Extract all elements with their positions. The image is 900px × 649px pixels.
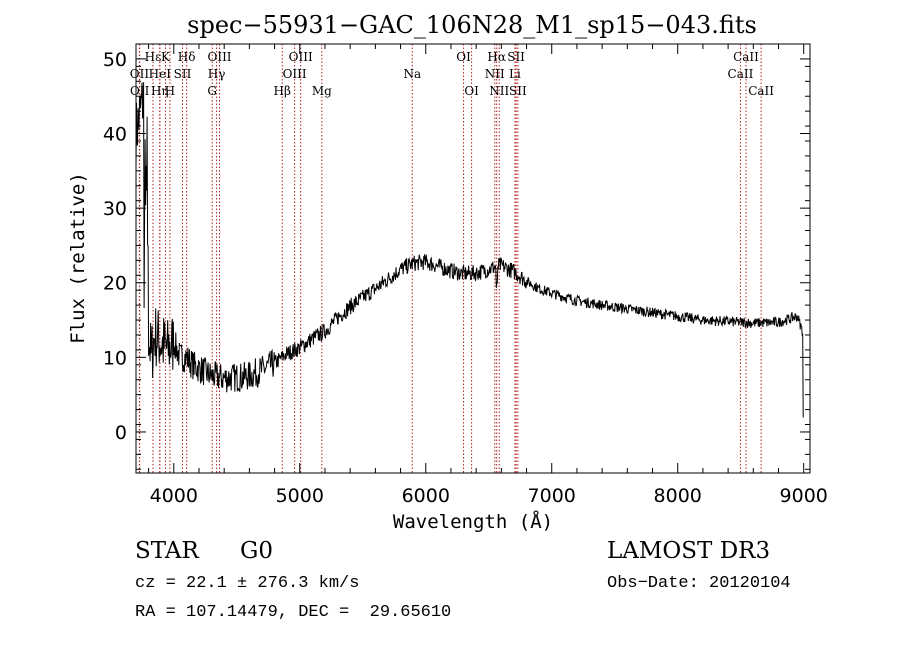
spectral-line-label: Hγ — [208, 67, 226, 81]
x-tick-label: 8000 — [654, 485, 702, 507]
spectral-line-label: Hβ — [274, 84, 291, 98]
spectral-line-label: OI — [464, 84, 479, 98]
x-tick-label: 7000 — [528, 485, 576, 507]
object-subclass: G0 — [240, 538, 274, 564]
observation-date: Obs−Date: 20120104 — [607, 574, 791, 593]
spectral-line-labels: Hε OII OII K HeI Hη SII H Hδ OIII Hγ G Hβ OIII OIII Mg N… — [130, 50, 775, 98]
spectral-line-label: CaII — [748, 84, 774, 98]
axis-ticks: 4000 5000 6000 7000 8000 9000 0 10 20 30 40 50 — [103, 44, 828, 507]
spectral-line-label: OI — [456, 50, 471, 64]
spectral-line-label: Hα — [487, 50, 506, 64]
redshift-info: cz = 22.1 ± 276.3 km/s — [135, 574, 360, 593]
y-tick-label: 30 — [103, 198, 127, 220]
y-tick-label: 50 — [103, 49, 127, 71]
spectral-line-label: OIII — [207, 50, 231, 64]
spectral-line-label: CaII — [728, 67, 754, 81]
x-tick-label: 5000 — [276, 485, 324, 507]
object-class: STAR — [135, 538, 199, 564]
plot-frame — [135, 43, 811, 474]
spectral-line-label: HeI — [149, 67, 172, 81]
spectral-lines-layer — [138, 44, 762, 473]
spectrum-line — [135, 82, 804, 418]
coordinates-info: RA = 107.14479, DEC = 29.65610 — [135, 603, 452, 622]
y-tick-label: 20 — [103, 273, 127, 295]
spectral-line-label: OIII — [289, 50, 313, 64]
chart-title: spec−55931−GAC_106N28_M1_sp15−043.fits — [187, 11, 757, 39]
spectral-line-label: Mg — [312, 84, 332, 98]
spectral-line-label: SII — [509, 84, 527, 98]
spectral-line-label: Na — [403, 67, 421, 81]
spectral-line-label: OII — [130, 84, 150, 98]
y-tick-label: 40 — [103, 124, 127, 146]
spectral-line-label: OIII — [283, 67, 307, 81]
spectral-line-label: H — [165, 84, 175, 98]
spectral-line-label: CaII — [733, 50, 759, 64]
spectral-line-label: Hε — [145, 50, 162, 64]
x-tick-label: 6000 — [402, 485, 450, 507]
y-tick-label: 10 — [103, 347, 127, 369]
spectral-line-label: NII — [489, 84, 509, 98]
spectral-line-label: SII — [507, 50, 525, 64]
y-axis-label: Flux (relative) — [67, 172, 89, 344]
x-axis-label: Wavelength (Å) — [393, 510, 553, 533]
spectral-line-label: Hη — [151, 84, 169, 98]
y-tick-label: 0 — [115, 422, 127, 444]
x-tick-label: 9000 — [780, 485, 828, 507]
spectral-line-label: NII — [485, 67, 505, 81]
spectral-line-label: OII — [130, 67, 150, 81]
spectral-line-label: SII — [174, 67, 192, 81]
spectral-line-label: Li — [509, 67, 521, 81]
spectral-line-label: G — [207, 84, 217, 98]
x-tick-label: 4000 — [150, 485, 198, 507]
spectral-line-label: K — [161, 50, 171, 64]
spectral-line-label: Hδ — [178, 50, 196, 64]
survey-name: LAMOST DR3 — [607, 538, 771, 564]
